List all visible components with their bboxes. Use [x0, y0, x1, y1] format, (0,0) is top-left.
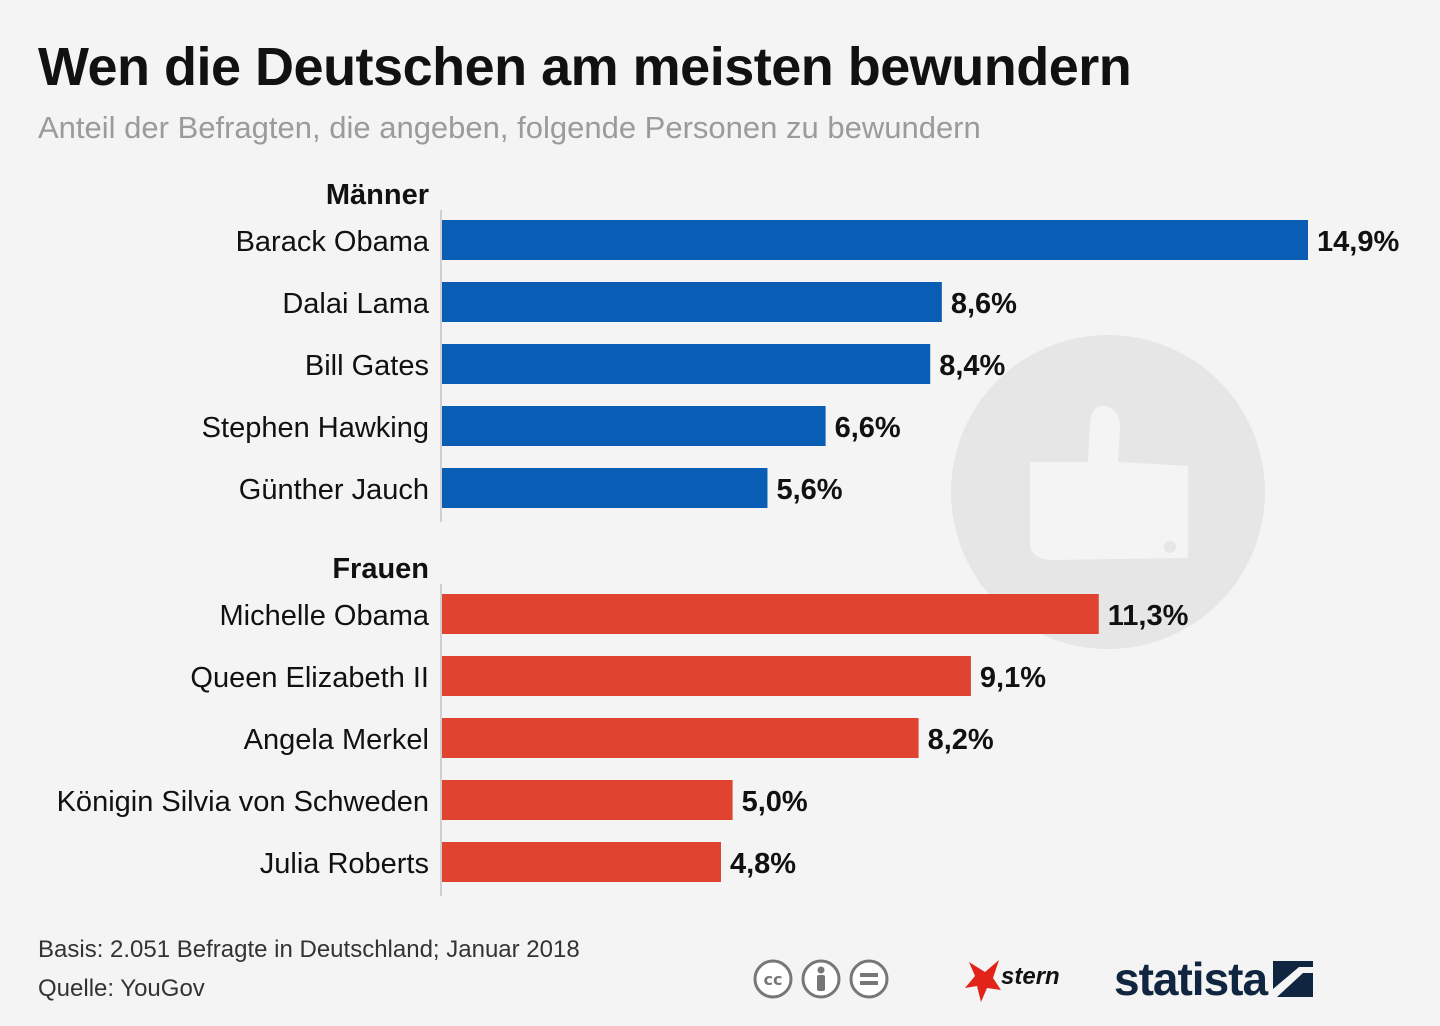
group-heading: Männer [326, 179, 429, 211]
stern-logo-text: stern [1001, 963, 1060, 990]
data-label: 6,6% [835, 412, 901, 444]
bar [442, 656, 971, 696]
category-label: Julia Roberts [260, 848, 429, 880]
svg-text:cc: cc [764, 970, 783, 989]
data-label: 8,2% [928, 724, 994, 756]
category-label: Michelle Obama [219, 600, 429, 632]
bar [442, 282, 942, 322]
attribution-icon [801, 959, 841, 999]
data-label: 4,8% [730, 848, 796, 880]
no-derivatives-icon [849, 959, 889, 999]
stern-logo[interactable]: stern [965, 958, 1085, 1009]
bar [442, 406, 826, 446]
data-label: 5,6% [776, 474, 842, 506]
chart-subtitle: Anteil der Befragten, die angeben, folge… [38, 110, 981, 145]
category-label: Dalai Lama [282, 288, 430, 320]
category-label: Angela Merkel [244, 724, 429, 756]
data-label: 9,1% [980, 662, 1046, 694]
data-label: 8,6% [951, 288, 1017, 320]
category-label: Stephen Hawking [202, 412, 429, 444]
statista-logo[interactable]: statista [1114, 952, 1315, 1006]
statista-mark-icon [1273, 961, 1314, 997]
bar [442, 780, 733, 820]
data-label: 8,4% [939, 350, 1005, 382]
statista-logo-text: statista [1114, 953, 1268, 1005]
category-label: Königin Silvia von Schweden [57, 786, 429, 818]
bar-chart: Männer Barack Obama 14,9% Dalai Lama 8,6% Bil… [57, 179, 1399, 896]
bar [442, 718, 919, 758]
footer-source: Quelle: YouGov [38, 975, 205, 1002]
group-heading: Frauen [332, 553, 429, 585]
bar [442, 468, 768, 508]
stern-star-icon [965, 960, 1001, 1002]
category-label: Bill Gates [305, 350, 429, 382]
bar [442, 594, 1099, 634]
footer-basis: Basis: 2.051 Befragte in Deutschland; Ja… [38, 936, 580, 963]
data-label: 5,0% [742, 786, 808, 818]
chart-title: Wen die Deutschen am meisten bewundern [38, 37, 1132, 97]
category-label: Barack Obama [236, 226, 430, 258]
bar [442, 220, 1308, 260]
license-icons[interactable]: cc [752, 958, 890, 1000]
creative-commons-icon: cc [753, 959, 793, 999]
thumbs-up-icon [951, 335, 1265, 649]
data-label: 11,3% [1108, 600, 1189, 632]
bar [442, 344, 931, 384]
data-label: 14,9% [1317, 226, 1399, 258]
bar [442, 842, 721, 882]
category-label: Queen Elizabeth II [190, 662, 429, 694]
category-label: Günther Jauch [239, 474, 429, 506]
